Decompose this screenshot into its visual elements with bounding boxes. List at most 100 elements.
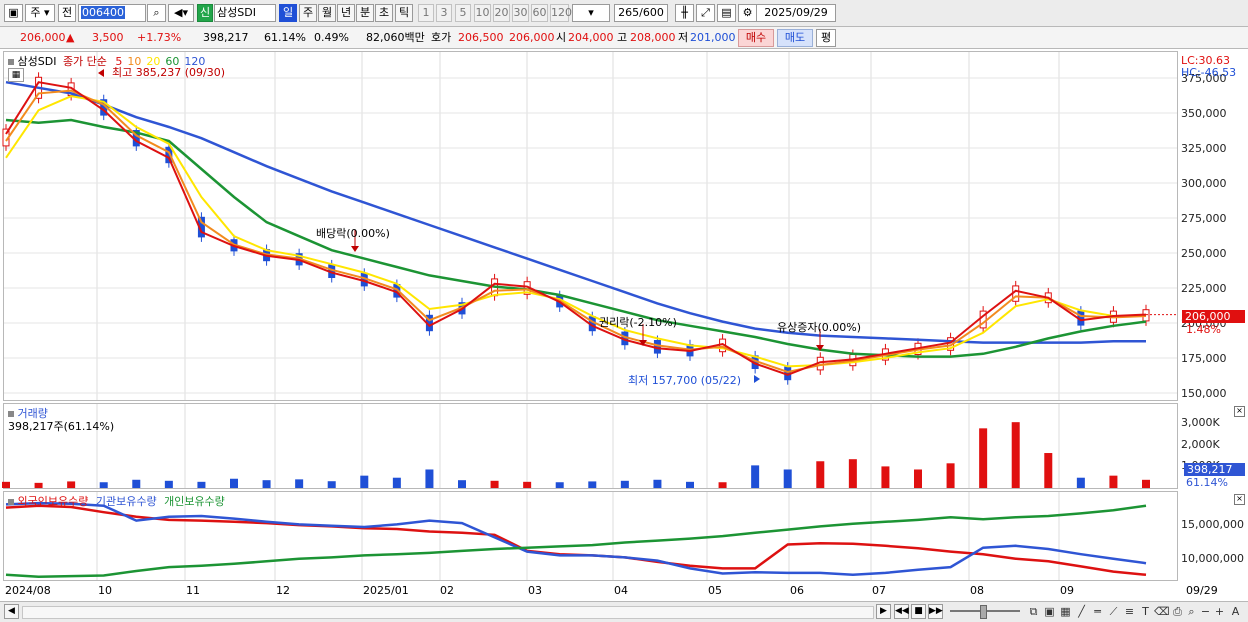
interval-button-1[interactable]: 3 [436,4,452,22]
ask-label: 호가 [431,31,452,44]
table-icon[interactable]: ▦ [8,68,24,82]
current-price: 206,000 [20,31,66,44]
volume-tick-0: 3,000K [1181,416,1220,429]
count-select[interactable]: ▾ [572,4,610,22]
price-tick-6: 225,000 [1181,282,1227,295]
volume-title: 거래량 [17,407,48,420]
period-tab-1[interactable]: 주 [299,4,317,22]
screenshot-icon[interactable]: ⎙ [1173,605,1182,618]
draw-icon[interactable]: ⤢ [696,4,715,22]
scroll-track[interactable] [22,606,874,619]
gear-icon[interactable]: ⚙ [738,4,757,22]
forward-icon[interactable]: ▶▶ [928,604,943,619]
zoom-icon[interactable]: ⌕ [1188,605,1195,618]
count-value: 265 [618,6,640,19]
volume-panel[interactable] [3,403,1178,489]
x-label-9: 06 [790,584,804,597]
zoom-in-icon[interactable]: + [1214,605,1225,618]
zoom-slider-handle[interactable] [980,605,987,619]
market-select[interactable]: 주 ▾ [25,4,55,22]
scroll-left-icon[interactable]: ◀ [4,604,19,619]
low-label: 저 [678,31,689,44]
holding-foreign-label: 외국인보유수량 [17,495,89,508]
market-label: 주 [30,6,41,19]
line-tool-icon[interactable]: ╱ [1078,605,1085,618]
holding-individual-label: 개인보유수량 [164,495,225,508]
x-label-2: 11 [186,584,200,597]
interval-button-7[interactable]: 120 [550,4,572,22]
grid-icon[interactable]: ▦ [1060,605,1071,618]
volume-close-icon[interactable]: × [1234,406,1245,417]
event-rights: 권리락(-2.10%) [599,316,677,329]
volume-value: 398,217 [203,31,249,44]
period-tab-4[interactable]: 분 [356,4,374,22]
period-tab-6[interactable]: 틱 [395,4,413,22]
holding-tick-0: 15,000,000 [1181,518,1244,531]
scroll-right-icon[interactable]: ▶ [876,604,891,619]
ma-legend-4: 120 [184,55,206,68]
open-price: 204,000 [568,31,614,44]
event-dividend: 배당락(0.00%) [316,227,390,240]
price-legend: 삼성SDI 종가 단순 5 10 20 60 120 [8,53,205,69]
price-panel-title: 삼성SDI [17,55,57,68]
font-size-icon[interactable]: A [1231,605,1240,618]
interval-button-2[interactable]: 5 [455,4,471,22]
holding-legend: 외국인보유수량 기관보유수량 개인보유수량 [8,493,225,509]
low-price: 201,000 [690,31,736,44]
fib-tool-icon[interactable]: ≡ [1124,605,1135,618]
x-label-7: 04 [614,584,628,597]
candle-icon[interactable]: ╫ [675,4,694,22]
legend-marker-icon [8,59,14,65]
window-icon[interactable]: ▣ [4,4,23,22]
period-tab-3[interactable]: 년 [337,4,355,22]
period-tab-2[interactable]: 월 [318,4,336,22]
sell-button[interactable]: 매도 [777,29,813,47]
volume-current-tag: 398,217 [1184,463,1245,476]
current-price-tag: 206,000 [1182,310,1245,323]
high-label: 고 [617,31,628,44]
prev-button[interactable]: 전 [58,4,76,22]
x-label-3: 12 [276,584,290,597]
eval-button[interactable]: 평 [816,29,836,47]
copy-icon[interactable]: ⧉ [1029,605,1038,618]
interval-button-6[interactable]: 60 [531,4,548,22]
high-note: 최고 385,237 (09/30) [112,66,226,79]
period-tab-5[interactable]: 초 [375,4,393,22]
code-input[interactable]: 006400 [78,4,146,22]
count-display[interactable]: 265/600 [614,4,668,22]
save-icon[interactable]: ▤ [717,4,736,22]
ask-price: 206,500 [458,31,504,44]
up-arrow-icon: ▲ [66,31,75,44]
rewind-icon[interactable]: ◀◀ [894,604,909,619]
interval-button-3[interactable]: 10 [474,4,491,22]
sound-icon[interactable]: ◀▾ [168,4,194,22]
turnover: 0.49% [314,31,349,44]
hline-tool-icon[interactable]: ═ [1094,605,1101,618]
buy-button[interactable]: 매수 [738,29,774,47]
volume-legend: 거래량 [8,405,48,421]
price-panel[interactable] [3,51,1178,401]
interval-button-4[interactable]: 20 [493,4,510,22]
date-input[interactable]: 2025/09/29 [756,4,836,22]
trend-tool-icon[interactable]: ⟋ [1109,605,1118,618]
ma-legend-1: 10 [127,55,142,68]
layout-icon[interactable]: ▣ [1044,605,1055,618]
holding-close-icon[interactable]: × [1234,494,1245,505]
interval-button-5[interactable]: 30 [512,4,529,22]
x-label-13: 09/29 [1186,584,1218,597]
x-label-0: 2024/08 [5,584,51,597]
zoom-out-icon[interactable]: − [1200,605,1211,618]
high-price: 208,000 [630,31,676,44]
text-tool-icon[interactable]: T [1142,605,1149,618]
quote-bar: 206,000 ▲ 3,500 +1.73% 398,217 61.14% 0.… [0,27,1248,49]
interval-button-0[interactable]: 1 [418,4,434,22]
ma-legend-2: 20 [146,55,161,68]
chart-scrollbar: ◀ ▶ ◀◀ ■ ▶▶ ⧉ ▣ ▦ ╱ ═ ⟋ ≡ T ⌫ ⎙ ⌕ − + A [0,601,1248,622]
stop-icon[interactable]: ■ [911,604,926,619]
search-icon[interactable]: ⌕ [147,4,166,22]
price-tick-0: 375,000 [1181,72,1227,85]
period-tab-0[interactable]: 일 [279,4,297,22]
erase-icon[interactable]: ⌫ [1154,605,1170,618]
price-change: 3,500 [92,31,124,44]
